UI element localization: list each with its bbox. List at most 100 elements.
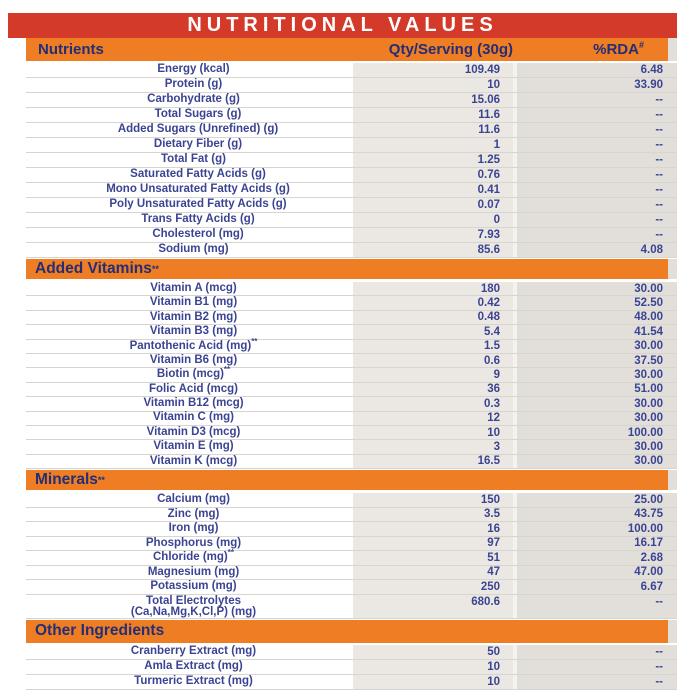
rda-value: 30.00	[517, 368, 677, 382]
column-divider	[513, 536, 517, 551]
column-divider	[513, 580, 517, 594]
nutrient-label: Amla Extract (mg)	[144, 660, 243, 673]
rda-value: 6.48	[517, 63, 677, 77]
column-divider	[513, 397, 517, 411]
col-header-nutrients: Nutrients	[38, 41, 104, 58]
table-row: Vitamin C (mg) 12 30.00	[26, 411, 677, 426]
qty-value: 3	[353, 440, 513, 454]
column-divider	[513, 138, 517, 152]
section-header-minerals: Minerals **	[26, 470, 668, 491]
nutrient-label: Folic Acid (mcg)	[148, 382, 239, 395]
qty-value: 3.5	[353, 507, 513, 522]
nutrient-label: Vitamin B3 (mg)	[149, 325, 238, 338]
nutrient-label: Mono Unsaturated Fatty Acids (g)	[106, 183, 290, 196]
nutrient-label: Magnesium (mg)	[147, 565, 240, 578]
qty-value: 12	[353, 411, 513, 425]
table-row: Vitamin A (mcg) 180 30.00	[26, 282, 677, 297]
rda-value: --	[517, 168, 677, 182]
table-row: Vitamin E (mg) 3 30.00	[26, 440, 677, 455]
col-header-rda: %RDA#	[593, 40, 644, 59]
rda-value: 48.00	[517, 310, 677, 325]
rda-value: --	[517, 93, 677, 107]
column-divider	[513, 123, 517, 137]
section-title: Minerals	[35, 471, 98, 489]
nutrition-table: Nutrients Qty/Serving (30g) %RDA# Energy…	[26, 38, 677, 691]
column-divider	[513, 228, 517, 242]
qty-value: 1	[353, 138, 513, 152]
qty-value: 7.93	[353, 228, 513, 242]
column-divider	[513, 368, 517, 382]
table-row: Energy (kcal) 109.49 6.48	[26, 63, 677, 78]
rda-value: 6.67	[517, 580, 677, 594]
table-row: Sodium (mg) 85.6 4.08	[26, 243, 677, 258]
table-row: Vitamin D3 (mcg) 10 100.00	[26, 425, 677, 441]
column-divider	[513, 93, 517, 107]
column-divider	[513, 382, 517, 397]
nutrient-label: Vitamin C (mg)	[153, 411, 234, 424]
qty-value: 0.48	[353, 310, 513, 325]
table-row: Total Fat (g) 1.25 --	[26, 153, 677, 168]
rda-value: 30.00	[517, 397, 677, 411]
rda-value: 41.54	[517, 325, 677, 339]
col-header-qty-serving: Qty/Serving (30g)	[388, 41, 513, 58]
table-row: Added Sugars (Unrefined) (g) 11.6 --	[26, 123, 677, 138]
column-divider	[513, 282, 517, 296]
table-row: Trans Fatty Acids (g) 0 --	[26, 213, 677, 228]
rda-value: 30.00	[517, 282, 677, 296]
column-divider	[513, 454, 517, 469]
nutrient-label: Chloride (mg)**	[153, 548, 234, 564]
header-tail	[668, 38, 677, 61]
rda-value: 16.17	[517, 536, 677, 551]
table-row: Vitamin B1 (mg) 0.42 52.50	[26, 296, 677, 311]
nutrient-label: Vitamin B12 (mcg)	[143, 397, 244, 410]
nutrient-label: Pantothenic Acid (mg)**	[129, 336, 258, 352]
section-rows-other: Cranberry Extract (mg) 50 -- Amla Extract (…	[26, 644, 677, 691]
rda-value: 4.08	[517, 243, 677, 257]
rda-value: --	[517, 213, 677, 227]
column-divider	[513, 674, 517, 690]
table-row: Vitamin B6 (mg) 0.6 37.50	[26, 353, 677, 369]
nutrient-label: Saturated Fatty Acids (g)	[130, 168, 266, 181]
qty-value: 150	[353, 493, 513, 507]
nutrient-label: Turmeric Extract (mg)	[134, 675, 253, 688]
column-divider	[513, 243, 517, 257]
page-title: NUTRITIONAL VALUES	[187, 14, 498, 36]
rda-value: 100.00	[517, 522, 677, 536]
nutrient-label: Total Sugars (g)	[154, 108, 242, 121]
table-row: Carbohydrate (g) 15.06 --	[26, 93, 677, 108]
column-divider	[513, 440, 517, 454]
column-header-bar: Nutrients Qty/Serving (30g) %RDA#	[26, 38, 668, 61]
nutrient-label: Vitamin B1 (mg)	[149, 296, 238, 309]
qty-value: 0.42	[353, 296, 513, 310]
table-row: Poly Unsaturated Fatty Acids (g) 0.07 --	[26, 198, 677, 213]
table-row: Iron (mg) 16 100.00	[26, 522, 677, 537]
nutrient-label: Dietary Fiber (g)	[153, 138, 243, 151]
nutrient-label: Sodium (mg)	[158, 243, 229, 256]
rda-value: --	[517, 594, 677, 618]
column-divider	[513, 551, 517, 565]
qty-value: 0.6	[353, 353, 513, 368]
rda-value: 43.75	[517, 507, 677, 522]
nutrient-label: Added Sugars (Unrefined) (g)	[117, 123, 279, 136]
section-title: Added Vitamins	[35, 260, 152, 277]
column-divider	[513, 108, 517, 122]
table-row: Chloride (mg)** 51 2.68	[26, 548, 677, 566]
column-divider	[513, 594, 517, 618]
column-divider	[513, 168, 517, 182]
qty-value: 0.76	[353, 168, 513, 182]
table-row: Zinc (mg) 3.5 43.75	[26, 507, 677, 523]
rda-value: --	[517, 153, 677, 167]
nutrient-label: Zinc (mg)	[167, 507, 220, 520]
table-row: Phosphorus (mg) 97 16.17	[26, 536, 677, 552]
nutrient-label: Vitamin E (mg)	[153, 440, 234, 453]
title-bar: NUTRITIONAL VALUES	[8, 13, 677, 38]
qty-value: 36	[353, 382, 513, 397]
column-divider	[513, 425, 517, 440]
column-divider	[513, 507, 517, 522]
nutrient-label: Potassium (mg)	[150, 580, 237, 593]
column-divider	[513, 198, 517, 212]
nutrient-label: Energy (kcal)	[157, 63, 230, 76]
nutrient-label: Vitamin K (mcg)	[149, 454, 238, 467]
qty-value: 10	[353, 425, 513, 440]
section-rows-vitamins: Vitamin A (mcg) 180 30.00 Vitamin B1 (mg) 0.…	[26, 282, 677, 470]
